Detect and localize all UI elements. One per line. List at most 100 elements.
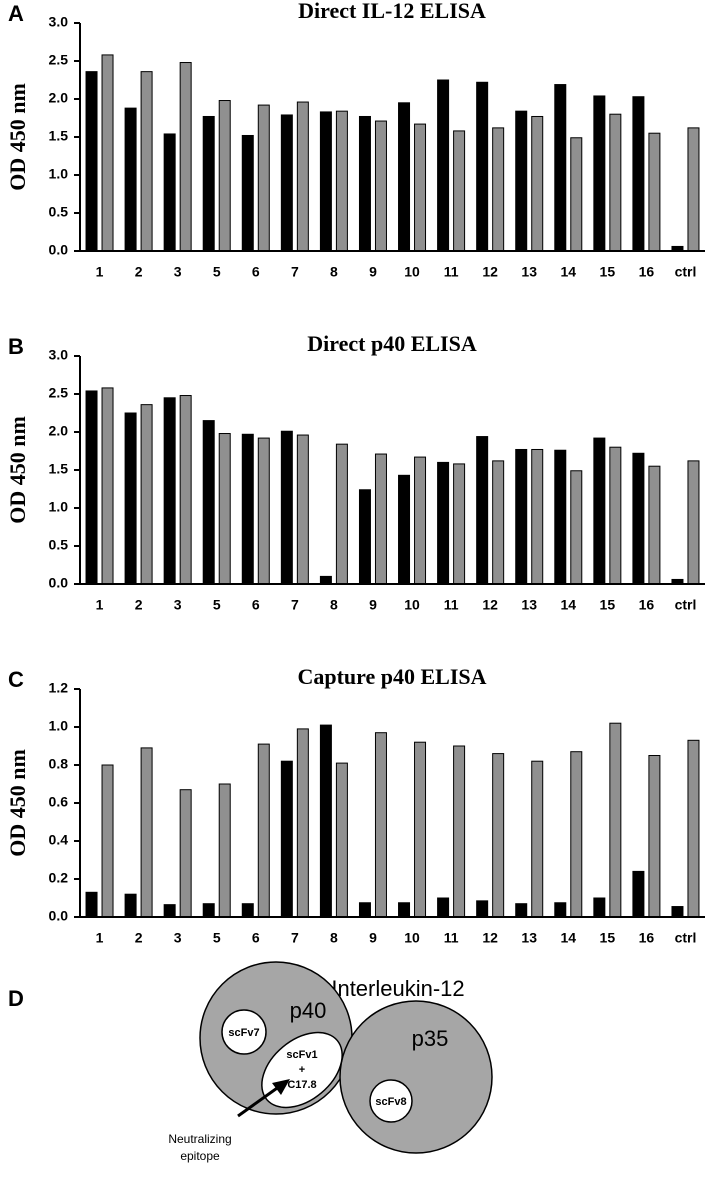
- bar: [570, 751, 583, 918]
- y-axis-label: OD 450 nm: [5, 416, 30, 524]
- bar: [374, 453, 387, 585]
- x-tick-label: 7: [291, 597, 299, 613]
- bar: [179, 395, 192, 585]
- bar: [531, 448, 544, 585]
- bar: [476, 81, 489, 252]
- bar: [319, 724, 332, 918]
- bar: [492, 753, 505, 918]
- x-tick-label: 3: [174, 930, 182, 946]
- y-tick-label: 0.0: [49, 242, 69, 258]
- bar: [280, 760, 293, 918]
- x-tick-label: 16: [639, 930, 655, 946]
- bar: [124, 107, 137, 252]
- y-tick-label: 0.0: [49, 908, 69, 924]
- bar: [85, 390, 98, 585]
- bar: [335, 762, 348, 918]
- x-tick-label: 12: [482, 930, 498, 946]
- y-tick-label: 0.5: [49, 204, 69, 220]
- panel-letter: A: [8, 1, 24, 26]
- x-tick-label: 12: [482, 597, 498, 613]
- x-tick-label: 1: [96, 597, 104, 613]
- bar: [414, 741, 427, 918]
- bar: [202, 420, 215, 585]
- bar: [554, 449, 567, 585]
- bar: [609, 446, 622, 585]
- x-tick-label: 7: [291, 930, 299, 946]
- bar: [335, 110, 348, 252]
- x-tick-label: 14: [560, 264, 576, 280]
- panel-letter: C: [8, 667, 24, 692]
- x-tick-label: 10: [404, 264, 420, 280]
- bar: [124, 893, 137, 918]
- diagram-title: Interleukin-12: [331, 976, 464, 1001]
- x-tick-label: 3: [174, 264, 182, 280]
- x-tick-label: 10: [404, 597, 420, 613]
- bar: [531, 760, 544, 918]
- bar: [632, 870, 645, 918]
- arrow: [237, 1084, 281, 1118]
- x-tick-label: 8: [330, 597, 338, 613]
- y-tick-label: 0.8: [49, 756, 69, 772]
- bar: [257, 743, 270, 918]
- bar: [140, 747, 153, 918]
- x-tick-label: 15: [600, 930, 616, 946]
- p35-circle: [339, 1000, 493, 1154]
- x-tick-label: 13: [521, 930, 537, 946]
- bar: [531, 115, 544, 252]
- annotation: epitope: [180, 1149, 220, 1163]
- x-tick-label: ctrl: [675, 930, 697, 946]
- y-tick-label: 2.5: [49, 52, 69, 68]
- node-label: scFv7: [228, 1027, 259, 1039]
- bar: [218, 783, 231, 918]
- node-label: C17.8: [287, 1079, 316, 1091]
- x-tick-label: 15: [600, 264, 616, 280]
- bar: [335, 443, 348, 585]
- node-label: p40: [290, 998, 327, 1023]
- bar: [632, 96, 645, 252]
- arrow-head: [272, 1079, 290, 1095]
- bar: [492, 460, 505, 585]
- x-tick-label: 5: [213, 264, 221, 280]
- x-tick-label: 8: [330, 930, 338, 946]
- bar: [257, 104, 270, 252]
- node-label: p35: [412, 1026, 449, 1051]
- y-tick-label: 0.2: [49, 870, 69, 886]
- x-tick-label: 10: [404, 930, 420, 946]
- x-tick-label: 2: [135, 930, 143, 946]
- y-tick-label: 1.5: [49, 461, 69, 477]
- y-tick-label: 1.2: [49, 680, 69, 696]
- x-tick-label: 8: [330, 264, 338, 280]
- y-tick-label: 2.5: [49, 385, 69, 401]
- bar: [374, 120, 387, 252]
- x-tick-label: 9: [369, 264, 377, 280]
- bar: [492, 127, 505, 252]
- bar: [140, 71, 153, 252]
- y-axis-label: OD 450 nm: [5, 749, 30, 857]
- bar: [358, 902, 371, 918]
- bar: [570, 470, 583, 585]
- x-tick-label: 1: [96, 930, 104, 946]
- x-tick-label: 3: [174, 597, 182, 613]
- x-tick-label: ctrl: [675, 264, 697, 280]
- bar: [202, 903, 215, 918]
- bar: [453, 463, 466, 585]
- bar: [554, 84, 567, 252]
- bar: [593, 437, 606, 585]
- bar: [515, 448, 528, 585]
- x-tick-label: 16: [639, 264, 655, 280]
- bar: [358, 115, 371, 252]
- bar: [687, 460, 700, 585]
- y-tick-label: 1.0: [49, 166, 69, 182]
- y-tick-label: 0.6: [49, 794, 69, 810]
- bar: [398, 474, 411, 585]
- node-label: scFv1: [286, 1049, 317, 1061]
- bar: [570, 137, 583, 252]
- bar: [593, 897, 606, 918]
- bar: [218, 433, 231, 585]
- y-tick-label: 0.0: [49, 575, 69, 591]
- bar: [437, 79, 450, 252]
- x-tick-label: 13: [521, 264, 537, 280]
- node-label: +: [299, 1064, 305, 1076]
- bar: [179, 789, 192, 918]
